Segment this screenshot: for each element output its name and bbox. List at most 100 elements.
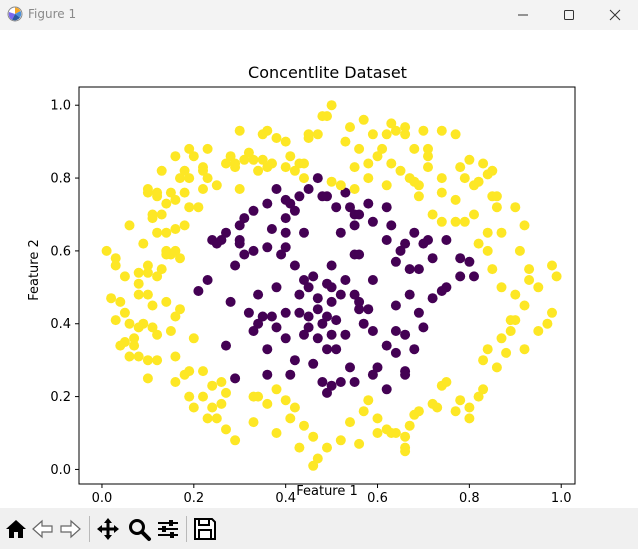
data-point-class-0 (436, 286, 447, 296)
data-point-class-0 (243, 307, 254, 318)
data-point-class-0 (390, 300, 401, 311)
data-point-class-1 (230, 158, 241, 169)
data-point-class-0 (239, 249, 250, 260)
data-point-class-1 (404, 420, 415, 431)
data-point-class-1 (381, 180, 392, 191)
data-point-class-1 (165, 326, 176, 336)
data-point-class-1 (289, 402, 300, 413)
data-point-class-1 (161, 296, 172, 307)
data-point-class-0 (326, 282, 337, 293)
data-point-class-1 (409, 409, 420, 420)
data-point-class-0 (367, 275, 378, 285)
data-point-class-0 (234, 220, 245, 231)
data-point-class-1 (147, 300, 158, 311)
home-button[interactable] (3, 516, 29, 542)
data-point-class-1 (243, 147, 254, 158)
maximize-button[interactable] (546, 0, 592, 30)
data-point-class-1 (142, 373, 153, 384)
y-tick-label: 1.0 (50, 99, 71, 114)
data-point-class-0 (303, 282, 314, 293)
close-button[interactable] (592, 0, 638, 30)
data-point-class-0 (262, 242, 273, 253)
data-point-class-1 (464, 413, 475, 424)
data-point-class-1 (115, 296, 126, 307)
data-point-class-1 (386, 158, 397, 169)
data-point-class-1 (335, 180, 346, 191)
data-point-class-0 (280, 242, 291, 253)
data-point-class-1 (459, 216, 470, 227)
data-point-class-0 (312, 293, 323, 304)
data-point-class-1 (473, 238, 484, 249)
y-tick-label: 0.0 (50, 463, 71, 478)
data-point-class-0 (312, 333, 323, 344)
data-point-class-1 (221, 158, 231, 169)
data-point-class-1 (482, 227, 493, 238)
data-point-class-0 (354, 209, 365, 220)
data-point-class-0 (294, 191, 305, 202)
back-icon (32, 519, 53, 539)
pan-icon (97, 518, 119, 540)
forward-button[interactable] (57, 516, 83, 542)
axes-frame (78, 86, 576, 485)
data-point-class-1 (400, 122, 411, 133)
data-point-class-1 (170, 224, 181, 234)
data-point-class-0 (248, 205, 259, 216)
save-button[interactable] (192, 516, 218, 542)
data-point-class-1 (551, 271, 562, 282)
data-point-class-1 (312, 129, 323, 140)
data-point-class-0 (441, 235, 452, 245)
minimize-button[interactable] (500, 0, 546, 30)
data-point-class-0 (427, 293, 438, 304)
data-point-class-1 (142, 267, 153, 278)
data-point-class-1 (175, 173, 185, 184)
data-point-class-0 (326, 296, 337, 307)
data-point-class-1 (395, 165, 406, 176)
data-point-class-0 (354, 249, 365, 260)
data-point-class-1 (345, 122, 355, 133)
data-point-class-1 (202, 413, 213, 424)
data-point-class-1 (133, 278, 144, 289)
matplotlib-logo-icon (7, 6, 23, 22)
data-point-class-1 (179, 220, 190, 231)
data-point-class-0 (303, 322, 314, 333)
back-button[interactable] (30, 516, 56, 542)
data-point-class-1 (473, 391, 484, 402)
data-point-class-0 (322, 387, 332, 398)
data-point-class-1 (152, 329, 163, 340)
configure-subplots-button[interactable] (155, 516, 181, 542)
data-point-class-0 (418, 322, 429, 333)
data-point-class-1 (524, 275, 535, 285)
data-point-class-0 (289, 355, 300, 366)
data-point-class-1 (133, 267, 144, 278)
data-point-class-1 (450, 406, 461, 417)
data-point-class-0 (464, 256, 475, 267)
zoom-button[interactable] (126, 516, 152, 542)
data-point-class-1 (432, 402, 443, 413)
y-tick-label: 0.4 (50, 317, 71, 332)
data-point-class-0 (234, 238, 245, 249)
data-point-class-0 (381, 340, 392, 351)
data-point-class-0 (354, 304, 365, 315)
data-point-class-1 (510, 289, 521, 300)
data-point-class-0 (331, 344, 342, 355)
data-point-class-0 (294, 289, 305, 300)
data-point-class-1 (179, 165, 190, 176)
figure-canvas[interactable]: Concentlite Dataset 0.0 0.2 0.4 0.6 0.8 1.0 0… (0, 30, 638, 508)
data-point-class-0 (280, 227, 291, 238)
data-point-class-1 (390, 125, 401, 136)
data-point-class-1 (469, 180, 479, 191)
data-point-class-0 (372, 362, 383, 373)
data-point-class-1 (423, 162, 433, 173)
data-point-class-1 (147, 322, 158, 333)
x-tick-label: 1.0 (551, 491, 572, 506)
pan-button[interactable] (95, 516, 121, 542)
data-point-class-0 (312, 173, 323, 184)
window-title: Figure 1 (28, 7, 77, 21)
data-point-class-1 (505, 315, 516, 326)
data-point-class-0 (230, 260, 241, 271)
data-point-class-1 (501, 347, 512, 358)
data-point-class-1 (303, 133, 314, 143)
data-point-class-1 (340, 136, 351, 147)
data-point-class-1 (400, 442, 411, 453)
data-point-class-0 (455, 253, 466, 264)
